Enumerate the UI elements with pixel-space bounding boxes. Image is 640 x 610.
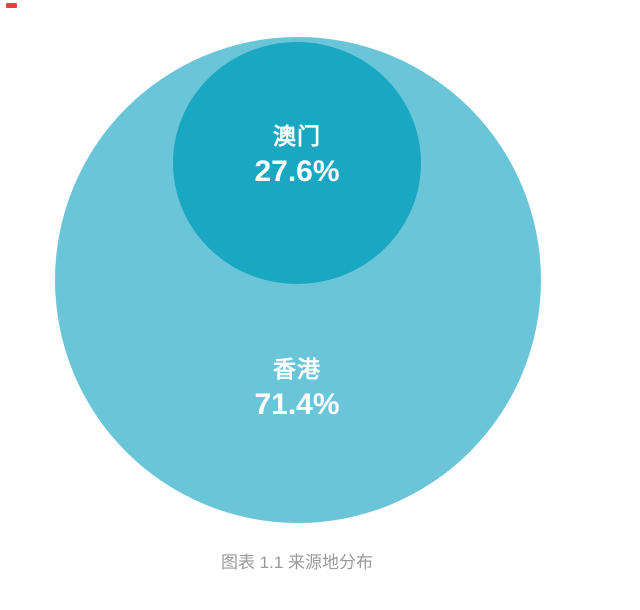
bubble-label-macau: 澳门 27.6% — [0, 123, 594, 188]
bubble-macau-percentage: 27.6% — [254, 155, 340, 188]
bubble-hongkong-name: 香港 — [273, 356, 321, 382]
red-corner-mark — [6, 3, 17, 8]
chart-caption: 图表 1.1 来源地分布 — [220, 553, 374, 572]
bubble-hongkong-percentage: 71.4% — [254, 388, 340, 421]
bubble-label-hongkong: 香港 71.4% — [0, 356, 594, 421]
bubble-macau-name: 澳门 — [273, 123, 321, 149]
bubble-macau — [173, 42, 421, 284]
